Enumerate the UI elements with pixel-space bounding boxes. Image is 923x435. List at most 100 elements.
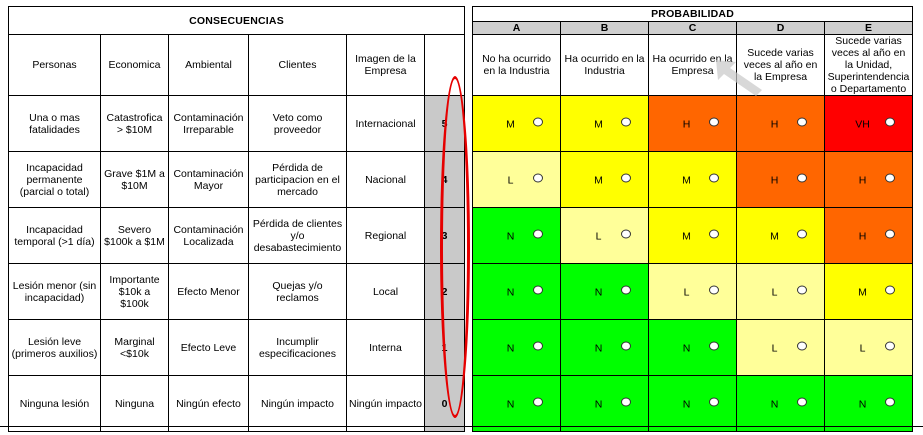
consequence-personas: Lesión leve (primeros auxilios)	[8, 319, 101, 376]
severity-value: 2	[423, 263, 466, 320]
probability-b-label: Ha ocurrido en la Industria	[560, 34, 650, 96]
risk-level-label: N	[506, 230, 515, 242]
circle-icon	[708, 397, 719, 406]
circle-icon	[620, 117, 631, 126]
risk-level-label: N	[594, 342, 603, 354]
consequence-economica: Marginal <$10k	[100, 319, 169, 376]
risk-matrix-table: CONSECUENCIAS PROBABILIDAD A B C D E Per…	[7, 6, 914, 432]
risk-cell: M	[472, 95, 562, 152]
risk-level-label: N	[770, 398, 779, 410]
consequence-ambiental: Contaminación Irreparable	[168, 95, 249, 152]
spacer-column	[464, 375, 474, 432]
probability-letter-c: C	[648, 21, 738, 35]
probability-letter-e: E	[824, 21, 914, 35]
table-row: Incapacidad temporal (>1 día) Severo $100…	[8, 207, 914, 264]
consequence-imagen: Regional	[346, 207, 425, 264]
risk-level-label: M	[594, 118, 603, 130]
risk-level-label: N	[594, 286, 603, 298]
spacer-column	[464, 95, 474, 152]
risk-cell: H	[736, 151, 826, 208]
circle-icon	[708, 229, 719, 238]
circle-icon	[796, 173, 807, 182]
circle-icon	[532, 229, 543, 238]
severity-header	[423, 34, 466, 96]
risk-level-label: H	[858, 174, 867, 186]
circle-icon	[620, 397, 631, 406]
risk-level-label: L	[683, 286, 690, 298]
consequence-ambiental: Efecto Leve	[168, 319, 249, 376]
risk-cell: L	[560, 207, 650, 264]
probability-letter-b: B	[560, 21, 650, 35]
spacer-column	[464, 6, 474, 96]
category-clientes: Clientes	[248, 34, 347, 96]
consequence-clientes: Incumplir especificaciones	[248, 319, 347, 376]
consequence-economica: Severo $100k a $1M	[100, 207, 169, 264]
circle-icon	[796, 117, 807, 126]
risk-cell: H	[736, 95, 826, 152]
circle-icon	[884, 117, 895, 126]
risk-level-label: L	[771, 342, 778, 354]
circle-icon	[708, 117, 719, 126]
risk-level-label: M	[858, 286, 867, 298]
risk-level-label: M	[682, 174, 691, 186]
risk-cell: N	[560, 375, 650, 432]
circle-icon	[708, 173, 719, 182]
footer-rule	[0, 426, 923, 427]
consequence-economica: Ninguna	[100, 375, 169, 432]
table-row: Una o mas fatalidades Catastrofica > $10M…	[8, 95, 914, 152]
spacer-column	[464, 263, 474, 320]
risk-level-label: VH	[855, 118, 870, 130]
consequence-imagen: Ningún impacto	[346, 375, 425, 432]
risk-level-label: N	[682, 398, 691, 410]
risk-level-label: L	[859, 342, 866, 354]
consequences-header: CONSECUENCIAS	[7, 6, 466, 35]
consequence-personas: Lesión menor (sin incapacidad)	[8, 263, 101, 320]
risk-matrix: CONSECUENCIAS PROBABILIDAD A B C D E Per…	[7, 6, 914, 432]
risk-cell: N	[648, 319, 738, 376]
circle-icon	[532, 117, 543, 126]
risk-cell: L	[824, 319, 914, 376]
risk-cell: H	[824, 207, 914, 264]
risk-cell: N	[560, 263, 650, 320]
category-imagen: Imagen de la Empresa	[346, 34, 425, 96]
category-economica: Economica	[100, 34, 169, 96]
circle-icon	[620, 173, 631, 182]
risk-cell: H	[824, 151, 914, 208]
circle-icon	[532, 173, 543, 182]
consequence-personas: Incapacidad temporal (>1 día)	[8, 207, 101, 264]
consequence-economica: Grave $1M a $10M	[100, 151, 169, 208]
risk-level-label: H	[770, 118, 779, 130]
circle-icon	[884, 397, 895, 406]
probability-letter-d: D	[736, 21, 826, 35]
consequence-ambiental: Contaminación Localizada	[168, 207, 249, 264]
circle-icon	[796, 341, 807, 350]
consequence-ambiental: Contaminación Mayor	[168, 151, 249, 208]
risk-level-label: H	[858, 230, 867, 242]
table-row: Ninguna lesión Ninguna Ningún efecto Ningún…	[8, 375, 914, 432]
circle-icon	[620, 229, 631, 238]
risk-cell: N	[472, 375, 562, 432]
table-row: Lesión menor (sin incapacidad) Importante…	[8, 263, 914, 320]
consequence-economica: Catastrofica > $10M	[100, 95, 169, 152]
circle-icon	[620, 341, 631, 350]
risk-cell: L	[736, 263, 826, 320]
consequence-imagen: Internacional	[346, 95, 425, 152]
consequence-imagen: Nacional	[346, 151, 425, 208]
risk-cell: VH	[824, 95, 914, 152]
risk-level-label: N	[506, 286, 515, 298]
risk-cell: N	[472, 207, 562, 264]
circle-icon	[796, 397, 807, 406]
consequence-personas: Una o mas fatalidades	[8, 95, 101, 152]
circle-icon	[708, 341, 719, 350]
spacer-column	[464, 207, 474, 264]
circle-icon	[884, 285, 895, 294]
consequence-economica: Importante $10k a $100k	[100, 263, 169, 320]
consequence-ambiental: Efecto Menor	[168, 263, 249, 320]
risk-level-label: H	[682, 118, 691, 130]
consequence-ambiental: Ningún efecto	[168, 375, 249, 432]
severity-value: 4	[423, 151, 466, 208]
risk-level-label: M	[770, 230, 779, 242]
risk-level-label: M	[594, 174, 603, 186]
circle-icon	[884, 173, 895, 182]
risk-level-label: M	[506, 118, 515, 130]
